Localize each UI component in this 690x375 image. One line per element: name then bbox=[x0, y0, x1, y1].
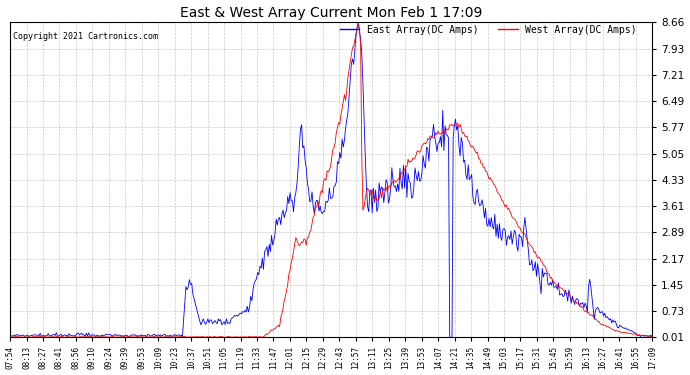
West Array(DC Amps) bbox=[6, 334, 14, 339]
Legend: East Array(DC Amps), West Array(DC Amps): East Array(DC Amps), West Array(DC Amps) bbox=[336, 21, 641, 39]
West Array(DC Amps) bbox=[51, 335, 59, 339]
West Array(DC Amps) bbox=[648, 334, 656, 339]
East Array(DC Amps) bbox=[348, 57, 357, 61]
Title: East & West Array Current Mon Feb 1 17:09: East & West Array Current Mon Feb 1 17:0… bbox=[180, 6, 482, 20]
West Array(DC Amps) bbox=[569, 298, 578, 303]
West Array(DC Amps) bbox=[558, 286, 566, 291]
East Array(DC Amps) bbox=[6, 333, 14, 337]
East Array(DC Amps) bbox=[558, 291, 566, 296]
Text: Copyright 2021 Cartronics.com: Copyright 2021 Cartronics.com bbox=[13, 32, 158, 40]
East Array(DC Amps) bbox=[51, 333, 59, 338]
West Array(DC Amps) bbox=[230, 335, 239, 339]
Line: West Array(DC Amps): West Array(DC Amps) bbox=[10, 24, 652, 337]
East Array(DC Amps) bbox=[229, 315, 237, 320]
West Array(DC Amps) bbox=[92, 335, 100, 339]
Line: East Array(DC Amps): East Array(DC Amps) bbox=[10, 22, 652, 337]
West Array(DC Amps) bbox=[354, 22, 362, 27]
East Array(DC Amps) bbox=[638, 333, 646, 338]
East Array(DC Amps) bbox=[569, 298, 578, 303]
East Array(DC Amps) bbox=[354, 20, 362, 24]
West Array(DC Amps) bbox=[638, 333, 646, 338]
West Array(DC Amps) bbox=[350, 44, 358, 48]
East Array(DC Amps) bbox=[648, 333, 656, 338]
East Array(DC Amps) bbox=[446, 335, 454, 339]
